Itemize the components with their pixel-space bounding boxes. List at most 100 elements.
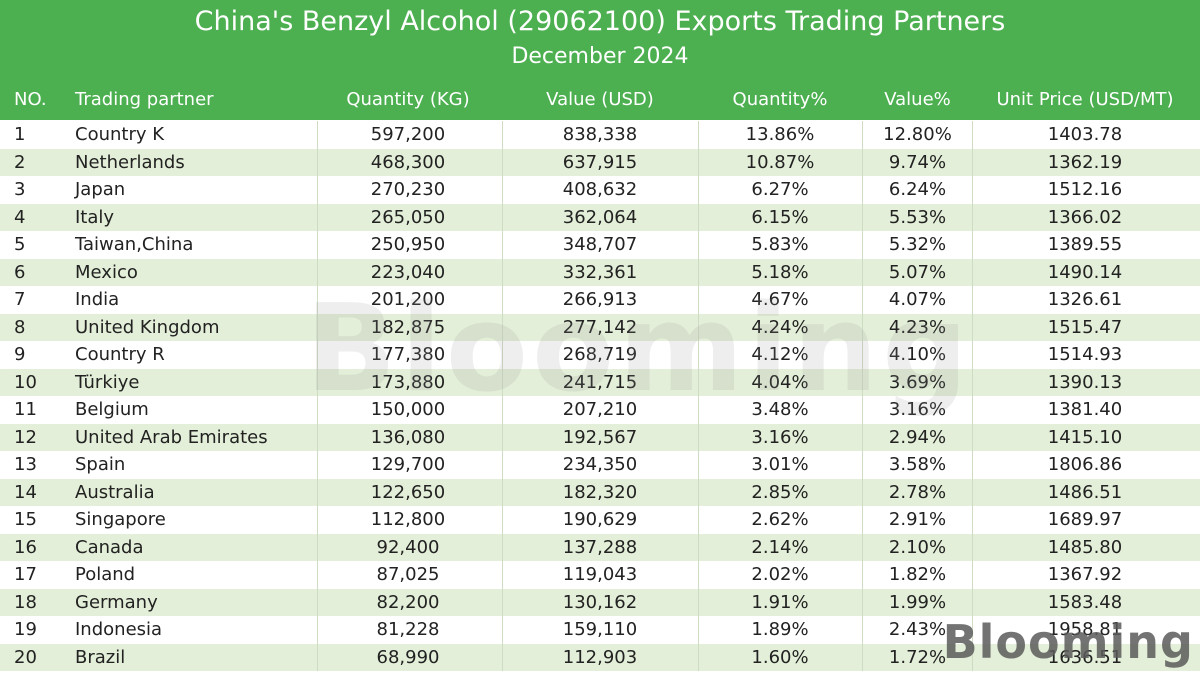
column-divider — [698, 203, 699, 231]
cell-quantity: 122,650 — [370, 481, 446, 503]
column-divider — [317, 588, 318, 616]
cell-value-pct: 2.91% — [888, 509, 947, 530]
cell-quantity: 182,875 — [370, 316, 446, 338]
column-divider — [698, 396, 699, 424]
column-divider — [862, 616, 863, 644]
cell-partner: Mexico — [75, 261, 138, 283]
column-divider — [502, 561, 503, 589]
cell-quantity-pct: 4.12% — [751, 344, 809, 365]
table-row: 16 Canada 92,400 137,288 2.14% 2.10% 1485.80 — [0, 533, 1200, 561]
cell-no: 14 — [14, 481, 37, 503]
cell-partner: Poland — [75, 564, 136, 585]
column-divider — [862, 286, 863, 314]
cell-partner: India — [75, 289, 120, 310]
column-header-value: Value (USD) — [546, 89, 654, 110]
column-divider — [972, 478, 973, 506]
table-row: 9 Country R 177,380 268,719 4.12% 4.10% 1514.9… — [0, 341, 1200, 369]
table-row: 18 Germany 82,200 130,162 1.91% 1.99% 1583.48 — [0, 588, 1200, 616]
column-divider — [862, 313, 863, 341]
column-divider — [502, 121, 503, 149]
column-divider — [698, 258, 699, 286]
cell-value: 332,361 — [562, 261, 638, 283]
cell-quantity-pct: 4.04% — [751, 371, 809, 393]
cell-value-pct: 1.82% — [888, 564, 947, 585]
table-row: 19 Indonesia 81,228 159,110 1.89% 2.43% 1958.8… — [0, 616, 1200, 644]
page-title: China's Benzyl Alcohol (29062100) Export… — [194, 6, 1006, 37]
cell-unit-price: 1485.80 — [1047, 536, 1123, 558]
column-divider — [317, 121, 318, 149]
column-divider — [502, 643, 503, 671]
column-divider — [502, 451, 503, 479]
cell-value-pct: 3.58% — [888, 454, 947, 475]
cell-unit-price: 1514.93 — [1047, 344, 1123, 365]
brand-logo: Blooming — [942, 615, 1194, 669]
column-divider — [317, 313, 318, 341]
column-divider — [502, 258, 503, 286]
cell-quantity-pct: 2.02% — [751, 564, 809, 585]
column-divider — [972, 588, 973, 616]
column-divider — [698, 588, 699, 616]
cell-no: 8 — [14, 316, 26, 338]
cell-quantity: 177,380 — [370, 344, 446, 365]
table-row: 5 Taiwan,China 250,950 348,707 5.83% 5.32% 138… — [0, 231, 1200, 259]
cell-partner: Taiwan,China — [75, 234, 194, 255]
column-divider — [972, 341, 973, 369]
column-divider — [317, 561, 318, 589]
cell-quantity-pct: 1.89% — [751, 619, 809, 640]
cell-unit-price: 1636.51 — [1047, 646, 1123, 668]
column-divider — [502, 231, 503, 259]
column-divider — [698, 368, 699, 396]
cell-partner: United Arab Emirates — [75, 426, 268, 448]
cell-unit-price: 1390.13 — [1047, 371, 1123, 393]
cell-quantity-pct: 4.24% — [751, 316, 809, 338]
column-divider — [502, 176, 503, 204]
cell-partner: Australia — [75, 481, 155, 503]
table-row: 8 United Kingdom 182,875 277,142 4.24% 4.23% 1… — [0, 313, 1200, 341]
table-row: 14 Australia 122,650 182,320 2.85% 2.78% 1486.… — [0, 478, 1200, 506]
cell-quantity: 81,228 — [376, 619, 440, 640]
cell-value: 362,064 — [562, 206, 638, 228]
cell-partner: Italy — [75, 206, 115, 228]
table-row: 4 Italy 265,050 362,064 6.15% 5.53% 1366.02 — [0, 203, 1200, 231]
cell-unit-price: 1415.10 — [1047, 426, 1123, 448]
cell-no: 19 — [14, 619, 37, 640]
column-divider — [317, 506, 318, 534]
cell-value: 637,915 — [562, 151, 638, 173]
cell-partner: Indonesia — [75, 619, 163, 640]
table-header-band: China's Benzyl Alcohol (29062100) Export… — [0, 0, 1200, 120]
cell-no: 13 — [14, 454, 37, 475]
cell-partner: United Kingdom — [75, 316, 220, 338]
column-divider — [698, 506, 699, 534]
cell-quantity-pct: 3.48% — [751, 399, 809, 420]
table-row: 2 Netherlands 468,300 637,915 10.87% 9.74% 136… — [0, 148, 1200, 176]
cell-value: 182,320 — [562, 481, 638, 503]
cell-partner: Canada — [75, 536, 144, 558]
cell-partner: Japan — [75, 179, 126, 200]
column-divider — [502, 148, 503, 176]
cell-unit-price: 1689.97 — [1047, 509, 1123, 530]
cell-unit-price: 1381.40 — [1047, 399, 1123, 420]
page-subtitle: December 2024 — [511, 44, 689, 69]
table-row: 6 Mexico 223,040 332,361 5.18% 5.07% 1490.14 — [0, 258, 1200, 286]
column-divider — [862, 396, 863, 424]
cell-value-pct: 5.53% — [888, 206, 947, 228]
cell-value-pct: 4.23% — [888, 316, 947, 338]
cell-partner: Belgium — [75, 399, 149, 420]
cell-no: 11 — [14, 399, 37, 420]
column-divider — [317, 176, 318, 204]
cell-quantity: 150,000 — [370, 399, 446, 420]
column-divider — [862, 588, 863, 616]
column-header-value-pct: Value% — [884, 89, 951, 110]
column-divider — [862, 176, 863, 204]
column-divider — [972, 561, 973, 589]
column-divider — [972, 423, 973, 451]
cell-partner: Netherlands — [75, 151, 185, 173]
column-divider — [317, 451, 318, 479]
column-divider — [972, 396, 973, 424]
column-divider — [862, 341, 863, 369]
cell-value-pct: 5.32% — [888, 234, 947, 255]
column-divider — [972, 203, 973, 231]
column-divider — [972, 313, 973, 341]
column-header-unit-price: Unit Price (USD/MT) — [996, 89, 1174, 110]
column-divider — [502, 533, 503, 561]
